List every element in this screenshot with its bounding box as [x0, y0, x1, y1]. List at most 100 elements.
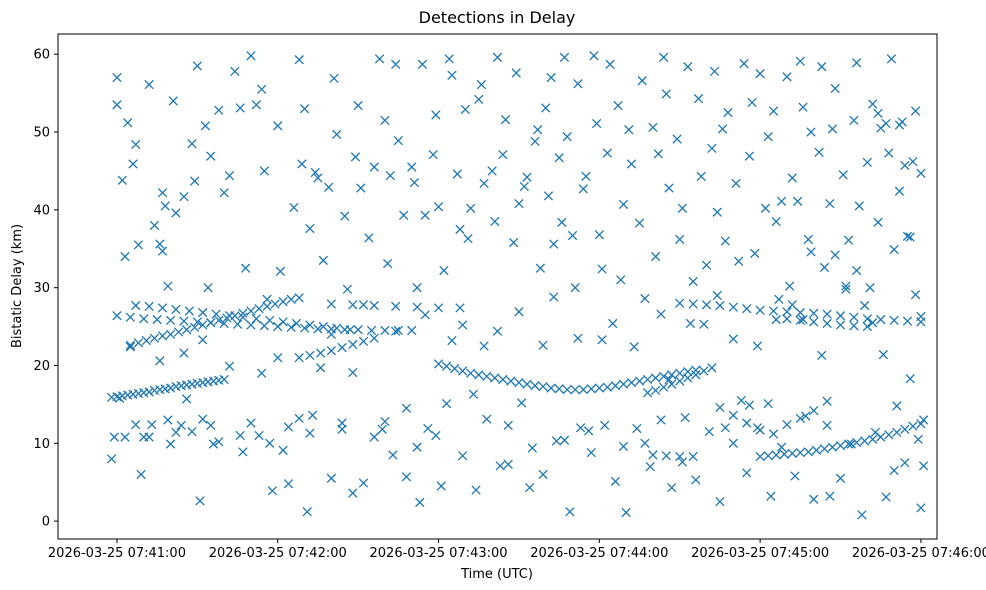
data-point-marker [589, 51, 599, 61]
data-point-marker [415, 497, 425, 508]
data-point-marker [393, 325, 404, 336]
data-point-marker [650, 373, 661, 383]
data-point-marker [873, 108, 883, 119]
data-point-marker [482, 371, 492, 382]
data-point-marker [685, 318, 696, 329]
data-point-marker [522, 172, 532, 182]
data-point-marker [667, 482, 677, 493]
data-point-marker [198, 414, 208, 424]
data-point-marker [849, 312, 859, 322]
data-point-marker [273, 353, 283, 363]
data-point-marker [224, 311, 235, 321]
data-point-marker [902, 231, 913, 241]
data-point-marker [254, 304, 264, 314]
data-point-marker [219, 318, 229, 329]
data-point-marker [224, 361, 235, 371]
data-point-marker [795, 447, 805, 458]
data-point-marker [573, 79, 583, 89]
data-point-marker [661, 89, 671, 99]
data-point-marker [329, 73, 339, 84]
data-point-marker [886, 54, 897, 64]
data-point-marker [326, 299, 337, 309]
data-point-marker [902, 316, 913, 326]
data-point-marker [203, 283, 213, 293]
data-point-marker [524, 482, 535, 493]
data-point-marker [492, 326, 503, 336]
data-point-marker [198, 307, 208, 318]
data-point-marker [452, 169, 462, 179]
data-point-marker [771, 216, 781, 227]
data-point-marker [809, 494, 819, 504]
data-point-marker [498, 149, 508, 160]
data-point-marker [474, 94, 484, 105]
data-point-marker [251, 100, 261, 110]
data-point-marker [701, 300, 712, 310]
data-point-marker [265, 315, 275, 326]
data-point-marker [916, 311, 926, 322]
data-point-marker [750, 248, 760, 259]
data-point-marker [259, 166, 270, 176]
data-point-marker [200, 121, 211, 131]
data-point-marker [479, 178, 489, 189]
data-point-marker [720, 423, 730, 433]
data-point-marker [337, 424, 347, 434]
data-point-marker [214, 315, 224, 326]
data-point-marker [594, 230, 604, 240]
data-point-marker [905, 374, 915, 384]
data-point-marker [755, 451, 765, 462]
data-point-marker [841, 284, 851, 294]
data-point-marker [307, 410, 318, 420]
data-point-marker [262, 294, 272, 304]
data-point-marker [235, 103, 245, 113]
data-point-marker [257, 84, 267, 94]
data-point-marker [859, 436, 870, 446]
data-point-marker [463, 233, 473, 244]
data-point-marker [458, 451, 468, 461]
x-tick-label: 2026-03-25 07:46:00 [852, 546, 986, 561]
x-axis: 2026-03-25 07:41:00 2026-03-25 07:42:00 20… [48, 539, 986, 561]
data-point-marker [318, 255, 328, 266]
data-point-marker [744, 400, 755, 410]
data-point-marker [190, 176, 200, 186]
data-point-marker [380, 115, 390, 126]
data-point-marker [109, 432, 119, 442]
data-point-marker [348, 488, 358, 498]
data-point-marker [913, 434, 923, 445]
data-point-marker [294, 413, 304, 424]
data-point-marker [707, 143, 717, 154]
data-point-marker [766, 491, 776, 501]
data-point-marker [198, 335, 208, 345]
data-point-marker [214, 105, 224, 115]
data-point-marker [715, 300, 725, 311]
data-point-marker [380, 416, 390, 427]
data-point-marker [471, 485, 481, 495]
data-point-marker [731, 178, 741, 189]
data-point-marker [723, 107, 733, 118]
data-point-marker [299, 323, 310, 333]
data-point-marker [514, 307, 524, 317]
data-point-marker [851, 437, 862, 448]
data-point-marker [388, 450, 398, 460]
data-point-marker [768, 306, 779, 316]
data-point-marker [905, 232, 915, 242]
data-point-marker [827, 124, 838, 134]
data-point-marker [640, 438, 650, 448]
data-point-marker [675, 234, 685, 245]
data-point-marker [865, 283, 875, 293]
data-point-marker [849, 321, 859, 331]
data-point-marker [734, 256, 744, 266]
data-point-marker [787, 300, 797, 310]
data-point-marker [179, 191, 189, 202]
data-point-marker [763, 132, 773, 142]
x-tick-label: 2026-03-25 07:42:00 [209, 546, 347, 561]
data-point-marker [637, 76, 647, 86]
data-point-marker [171, 427, 181, 438]
data-point-marker [672, 134, 682, 144]
data-point-marker [112, 100, 122, 110]
data-point-marker [230, 66, 240, 77]
data-point-marker [642, 374, 653, 385]
data-point-marker [656, 415, 666, 425]
data-point-marker [420, 210, 430, 220]
data-point-marker [742, 418, 752, 428]
data-point-marker [358, 336, 369, 347]
